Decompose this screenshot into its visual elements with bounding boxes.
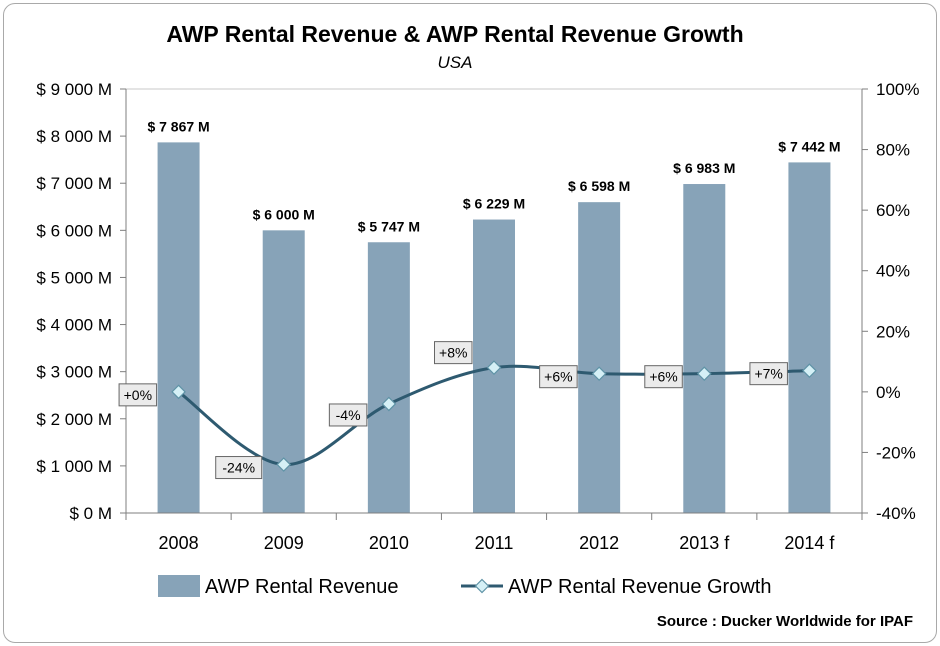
bar-2008 bbox=[157, 142, 200, 513]
right-tick-label: 100% bbox=[876, 80, 919, 99]
chart-title: AWP Rental Revenue & AWP Rental Revenue … bbox=[166, 21, 743, 47]
growth-label-box bbox=[215, 456, 263, 480]
growth-marker bbox=[171, 384, 186, 400]
growth-label-box bbox=[328, 403, 368, 427]
growth-marker bbox=[802, 363, 817, 379]
right-tick-label: 0% bbox=[876, 383, 901, 402]
bar-2010 bbox=[367, 242, 410, 513]
bar-value-label: $ 5 747 M bbox=[358, 218, 420, 234]
left-tick-label: $ 7 000 M bbox=[36, 174, 112, 193]
growth-label: +6% bbox=[544, 369, 572, 385]
left-tick-label: $ 4 000 M bbox=[36, 316, 112, 335]
right-tick-label: 60% bbox=[876, 201, 910, 220]
growth-label-box bbox=[749, 362, 788, 386]
left-tick-label: $ 5 000 M bbox=[36, 268, 112, 287]
legend-bar-label: AWP Rental Revenue bbox=[205, 576, 398, 598]
growth-marker bbox=[696, 366, 712, 382]
right-tick-label: -40% bbox=[876, 504, 916, 523]
x-tick-label: 2010 bbox=[369, 533, 409, 553]
left-tick-label: $ 8 000 M bbox=[36, 127, 112, 146]
growth-label: +0% bbox=[124, 387, 152, 403]
bar-2014-f bbox=[788, 162, 831, 513]
growth-label-box bbox=[539, 365, 578, 389]
x-tick-label: 2013 f bbox=[679, 533, 730, 553]
bar-2013-f bbox=[683, 184, 726, 513]
left-tick-label: $ 1 000 M bbox=[36, 457, 112, 476]
x-tick-label: 2012 bbox=[579, 533, 619, 553]
left-tick-label: $ 6 000 M bbox=[36, 221, 112, 240]
legend-line-label: AWP Rental Revenue Growth bbox=[508, 576, 771, 598]
growth-marker bbox=[591, 366, 607, 382]
bar-value-label: $ 6 598 M bbox=[568, 178, 630, 194]
left-tick-label: $ 9 000 M bbox=[36, 80, 112, 99]
chart-subtitle: USA bbox=[438, 53, 473, 72]
growth-marker bbox=[276, 457, 292, 472]
x-tick-label: 2009 bbox=[264, 533, 304, 553]
left-tick-label: $ 3 000 M bbox=[36, 363, 112, 382]
bar-value-label: $ 6 229 M bbox=[463, 196, 525, 212]
growth-label-box bbox=[118, 383, 158, 407]
bar-2012 bbox=[578, 202, 621, 513]
bar-value-label: $ 6 983 M bbox=[673, 160, 735, 176]
bar-value-label: $ 7 867 M bbox=[147, 118, 209, 134]
growth-marker bbox=[381, 396, 397, 412]
source-note: Source : Ducker Worldwide for IPAF bbox=[657, 613, 913, 630]
legend-line-marker bbox=[474, 578, 490, 594]
right-tick-label: 40% bbox=[876, 262, 910, 281]
x-tick-label: 2011 bbox=[475, 533, 514, 553]
growth-label-box bbox=[434, 341, 473, 365]
left-tick-label: $ 2 000 M bbox=[36, 410, 112, 429]
growth-label-box bbox=[644, 365, 683, 389]
right-tick-label: 80% bbox=[876, 141, 910, 160]
growth-label: +6% bbox=[649, 369, 677, 385]
left-tick-label: $ 0 M bbox=[69, 504, 112, 523]
growth-label: -24% bbox=[222, 460, 255, 476]
growth-marker bbox=[486, 360, 502, 375]
bar-value-label: $ 7 442 M bbox=[778, 138, 840, 154]
x-tick-label: 2014 f bbox=[784, 533, 835, 553]
growth-label: -4% bbox=[336, 407, 361, 423]
legend-bar-swatch bbox=[158, 575, 200, 597]
bar-value-label: $ 6 000 M bbox=[253, 206, 315, 222]
growth-label: +7% bbox=[754, 366, 782, 382]
growth-label: +8% bbox=[439, 345, 467, 361]
right-tick-label: -20% bbox=[876, 443, 916, 462]
x-tick-label: 2008 bbox=[159, 533, 199, 553]
right-tick-label: 20% bbox=[876, 322, 910, 341]
